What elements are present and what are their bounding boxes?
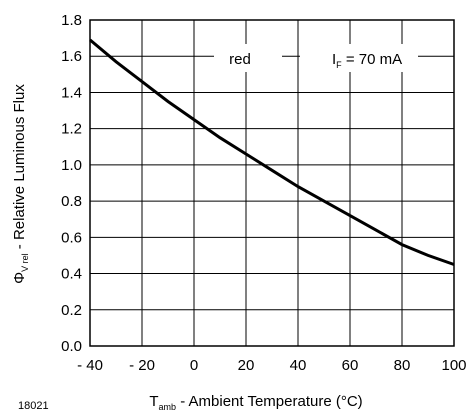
y-tick-label: 1.2: [61, 121, 82, 138]
x-axis-label-main: T: [149, 393, 158, 410]
y-tick-label: 1.0: [61, 157, 82, 174]
series-line: [89, 38, 455, 266]
y-tick-label: 0.0: [61, 338, 82, 355]
current-label: IF = 70 mA: [332, 51, 402, 70]
y-axis-label-main: Φ: [11, 272, 28, 284]
series-color-label: red: [229, 51, 251, 68]
y-tick-label: 1.4: [61, 84, 82, 101]
x-tick-label: - 20: [129, 357, 155, 374]
current-label-main: I: [332, 51, 336, 68]
x-tick-label: - 40: [77, 357, 103, 374]
x-tick-label: 100: [441, 357, 466, 374]
x-tick-labels: - 40 - 20 0 20 40 60 80 100: [77, 357, 466, 374]
x-tick-label: 80: [394, 357, 411, 374]
y-tick-label: 0.8: [61, 193, 82, 210]
x-tick-label: 40: [290, 357, 307, 374]
plot-frame: [89, 19, 455, 347]
x-axis-label-rest: - Ambient Temperature (°C): [176, 393, 363, 410]
figure-id: 18021: [18, 400, 49, 412]
y-axis-label: ΦV rel - Relative Luminous Flux: [11, 84, 30, 284]
x-tick-label: 60: [342, 357, 359, 374]
x-axis-label: Tamb - Ambient Temperature (°C): [149, 393, 362, 412]
x-axis-label-sub: amb: [159, 402, 177, 412]
current-label-rest: = 70 mA: [342, 51, 402, 68]
y-tick-label: 0.4: [61, 266, 82, 283]
y-axis-label-sub: V rel: [20, 253, 30, 272]
label-bg-red: [214, 44, 282, 72]
y-tick-label: 1.6: [61, 48, 82, 65]
y-tick-label: 0.2: [61, 302, 82, 319]
x-tick-label: 0: [190, 357, 198, 374]
y-tick-label: 1.8: [61, 12, 82, 29]
y-axis-label-rest: - Relative Luminous Flux: [11, 84, 28, 254]
y-tick-label: 0.6: [61, 229, 82, 246]
x-tick-label: 20: [238, 357, 255, 374]
current-label-sub: F: [336, 60, 342, 70]
label-bg-current: [300, 44, 418, 72]
y-tick-labels: 0.0 0.2 0.4 0.6 0.8 1.0 1.2 1.4 1.6 1.8: [61, 12, 82, 355]
